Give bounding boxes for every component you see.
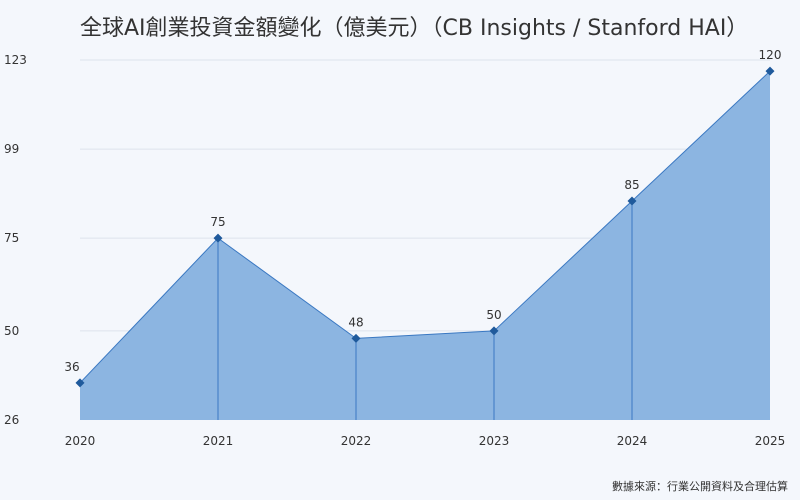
data-point xyxy=(75,378,85,388)
x-tick-label: 2022 xyxy=(341,434,372,448)
source-note: 數據來源：行業公開資料及合理估算 xyxy=(612,480,788,493)
x-tick-label: 2024 xyxy=(617,434,648,448)
y-tick-label: 50 xyxy=(4,324,19,338)
x-tick-label: 2021 xyxy=(203,434,234,448)
x-tick-label: 2020 xyxy=(65,434,96,448)
area-fill xyxy=(80,71,770,420)
data-label: 75 xyxy=(210,215,225,229)
series-line xyxy=(79,70,771,384)
data-label: 36 xyxy=(64,360,79,374)
data-label: 85 xyxy=(624,178,639,192)
data-point xyxy=(765,66,775,76)
y-tick-label: 99 xyxy=(4,142,19,156)
data-labels: 36 75 48 50 85 120 xyxy=(64,48,781,374)
x-tick-label: 2023 xyxy=(479,434,510,448)
data-point xyxy=(489,326,499,336)
data-point xyxy=(627,196,637,206)
chart-title: 全球AI創業投資金額變化（億美元）（CB Insights / Stanford… xyxy=(80,16,749,41)
data-point xyxy=(213,233,223,243)
data-label: 48 xyxy=(348,315,363,329)
data-label: 50 xyxy=(486,308,501,322)
drop-lines xyxy=(217,201,633,420)
y-tick-label: 26 xyxy=(4,413,19,427)
area-series xyxy=(79,70,771,420)
y-tick-label: 75 xyxy=(4,231,19,245)
x-axis: 2020 2021 2022 2023 2024 2025 xyxy=(65,434,786,448)
y-tick-label: 123 xyxy=(4,53,27,67)
x-tick-label: 2025 xyxy=(755,434,786,448)
y-axis: 26 50 75 99 123 xyxy=(4,53,27,427)
data-markers xyxy=(75,66,775,388)
data-label: 120 xyxy=(759,48,782,62)
data-point xyxy=(351,333,361,343)
